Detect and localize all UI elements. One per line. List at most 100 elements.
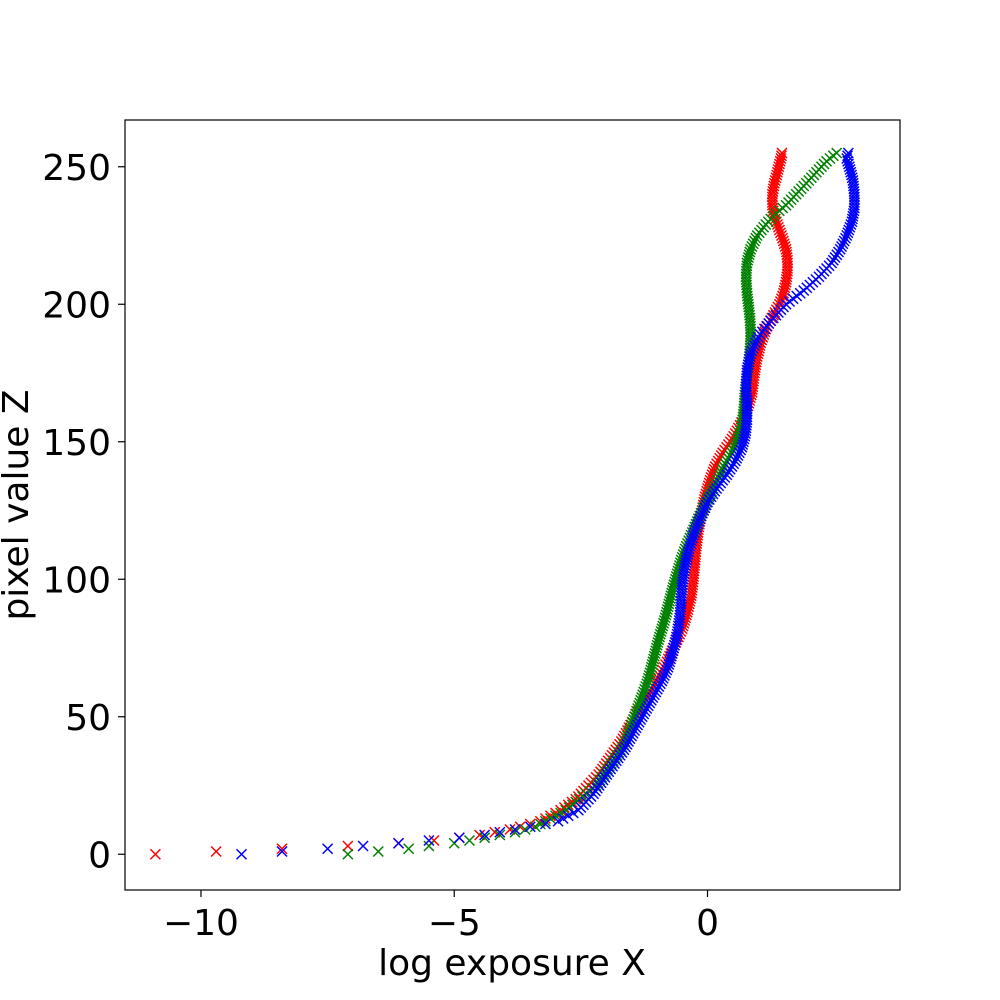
data-point xyxy=(766,199,778,211)
data-point xyxy=(636,711,648,723)
data-point xyxy=(453,832,465,844)
data-point xyxy=(733,447,745,459)
data-point xyxy=(776,147,788,159)
data-point xyxy=(740,383,752,396)
data-point xyxy=(658,669,670,682)
data-point xyxy=(639,705,651,717)
data-point xyxy=(509,823,521,836)
data-point xyxy=(149,848,161,860)
data-point xyxy=(648,689,660,701)
data-point xyxy=(474,829,486,841)
data-point xyxy=(276,843,288,855)
data-point xyxy=(633,716,645,728)
data-point xyxy=(567,807,579,819)
data-point xyxy=(235,848,248,860)
data-point xyxy=(619,741,631,753)
y-axis-label: pixel value Z xyxy=(0,389,37,620)
scatter-marks xyxy=(149,147,860,860)
data-point xyxy=(750,232,762,244)
data-point xyxy=(489,826,501,838)
data-point xyxy=(748,339,760,352)
data-point xyxy=(629,724,641,737)
data-point xyxy=(524,821,536,833)
data-point xyxy=(696,507,708,519)
data-point xyxy=(638,708,650,720)
data-point xyxy=(644,697,656,709)
data-point xyxy=(831,147,843,159)
data-point xyxy=(342,848,354,860)
data-point xyxy=(539,815,551,827)
data-point xyxy=(494,826,506,838)
y-tick-label: 250 xyxy=(42,148,111,189)
data-point xyxy=(746,345,758,357)
data-point xyxy=(750,337,762,349)
data-point xyxy=(839,232,852,244)
data-point xyxy=(632,719,644,731)
data-point xyxy=(745,326,757,338)
data-point xyxy=(842,147,854,159)
data-point xyxy=(423,834,435,847)
data-point xyxy=(836,240,848,253)
data-point xyxy=(848,194,860,206)
x-axis-label: log exposure X xyxy=(378,943,646,984)
data-point xyxy=(699,502,711,514)
data-point xyxy=(624,733,636,745)
data-point xyxy=(322,843,334,855)
data-point xyxy=(504,823,516,836)
data-point xyxy=(695,510,707,522)
data-point xyxy=(403,843,415,855)
data-point xyxy=(729,455,741,467)
data-point xyxy=(782,265,794,277)
x-tick-label: 0 xyxy=(696,903,719,944)
data-point xyxy=(479,832,491,844)
data-point xyxy=(693,515,705,528)
data-point xyxy=(621,738,633,750)
data-point xyxy=(740,273,752,286)
data-point xyxy=(635,713,647,726)
data-point xyxy=(642,700,654,712)
data-point xyxy=(529,821,541,833)
data-point xyxy=(342,840,354,852)
data-point xyxy=(837,238,849,250)
data-point xyxy=(751,334,763,346)
data-point xyxy=(748,235,761,247)
y-tick-label: 150 xyxy=(42,423,111,464)
data-point xyxy=(848,199,860,211)
data-point xyxy=(654,678,666,690)
data-point xyxy=(630,722,642,734)
data-point xyxy=(766,196,778,209)
data-point xyxy=(550,810,562,822)
data-point xyxy=(834,243,846,255)
data-point xyxy=(650,686,662,698)
data-point xyxy=(767,309,779,321)
data-point xyxy=(479,829,491,841)
data-point xyxy=(555,807,567,819)
data-point xyxy=(694,513,706,525)
data-point xyxy=(745,243,757,255)
data-point xyxy=(552,815,564,827)
data-point xyxy=(741,403,753,415)
data-point xyxy=(842,150,854,162)
data-point xyxy=(741,408,753,420)
data-point xyxy=(645,694,657,706)
data-point xyxy=(372,845,384,858)
data-point xyxy=(698,504,710,517)
data-point xyxy=(782,260,794,272)
data-point xyxy=(463,834,475,847)
x-tick-label: −5 xyxy=(428,903,481,944)
data-point xyxy=(423,840,435,852)
data-point xyxy=(746,240,758,253)
x-axis: −10 −5 0 xyxy=(163,890,719,944)
data-point xyxy=(848,196,860,209)
data-point xyxy=(838,235,850,247)
data-point xyxy=(647,691,659,704)
data-point xyxy=(656,675,668,687)
y-axis: 0 50 100 150 200 250 xyxy=(42,148,125,876)
plot-area xyxy=(125,120,900,890)
data-point xyxy=(651,683,663,695)
data-point xyxy=(519,823,531,836)
y-tick-label: 0 xyxy=(88,835,111,876)
data-point xyxy=(848,202,860,214)
data-point xyxy=(732,449,744,462)
